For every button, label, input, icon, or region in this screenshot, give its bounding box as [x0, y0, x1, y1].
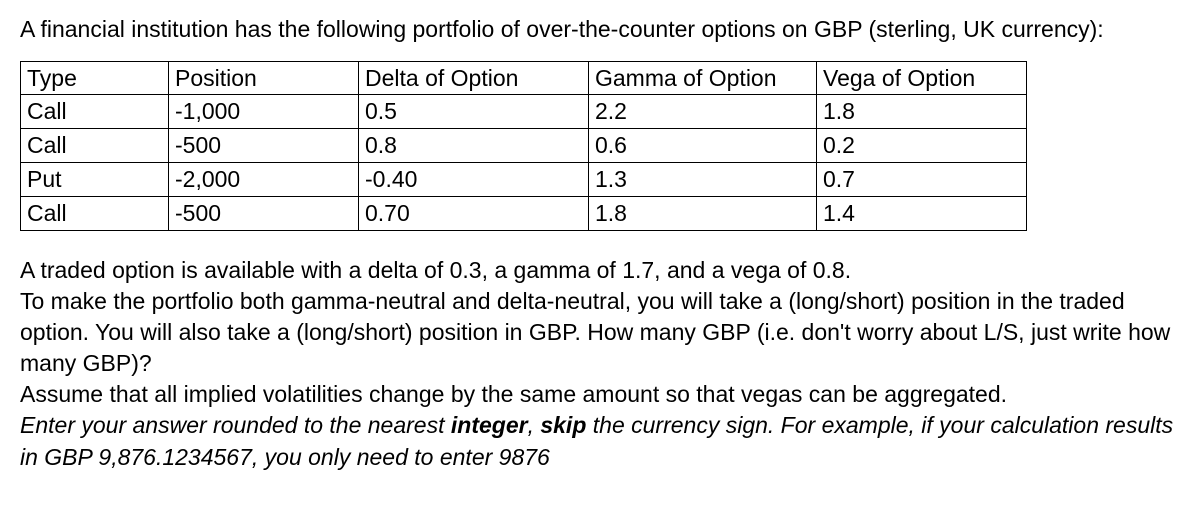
cell-type: Put [21, 163, 169, 197]
cell-gamma: 0.6 [589, 129, 817, 163]
instruction-italic-mid: , [528, 412, 541, 438]
col-header-position: Position [169, 62, 359, 95]
cell-gamma: 1.3 [589, 163, 817, 197]
cell-gamma: 1.8 [589, 197, 817, 231]
instruction-italic-pre: Enter your answer rounded to the nearest [20, 412, 451, 438]
table-header-row: Type Position Delta of Option Gamma of O… [21, 62, 1027, 95]
cell-type: Call [21, 95, 169, 129]
cell-vega: 0.7 [817, 163, 1027, 197]
table-row: Put -2,000 -0.40 1.3 0.7 [21, 163, 1027, 197]
cell-delta: 0.70 [359, 197, 589, 231]
instruction-bold-skip: skip [540, 412, 586, 438]
col-header-type: Type [21, 62, 169, 95]
cell-delta: 0.5 [359, 95, 589, 129]
cell-position: -500 [169, 129, 359, 163]
cell-vega: 0.2 [817, 129, 1027, 163]
cell-type: Call [21, 129, 169, 163]
col-header-gamma: Gamma of Option [589, 62, 817, 95]
cell-vega: 1.4 [817, 197, 1027, 231]
question-line-1: A traded option is available with a delt… [20, 257, 851, 283]
question-paragraph: A traded option is available with a delt… [20, 255, 1180, 472]
table-row: Call -1,000 0.5 2.2 1.8 [21, 95, 1027, 129]
cell-vega: 1.8 [817, 95, 1027, 129]
table-row: Call -500 0.8 0.6 0.2 [21, 129, 1027, 163]
options-table: Type Position Delta of Option Gamma of O… [20, 61, 1027, 231]
cell-position: -2,000 [169, 163, 359, 197]
cell-delta: 0.8 [359, 129, 589, 163]
cell-position: -1,000 [169, 95, 359, 129]
question-line-2: To make the portfolio both gamma-neutral… [20, 288, 1170, 376]
instruction-bold-integer: integer [451, 412, 528, 438]
col-header-vega: Vega of Option [817, 62, 1027, 95]
cell-type: Call [21, 197, 169, 231]
question-line-3: Assume that all implied volatilities cha… [20, 381, 1007, 407]
intro-paragraph: A financial institution has the followin… [20, 14, 1180, 45]
cell-delta: -0.40 [359, 163, 589, 197]
col-header-delta: Delta of Option [359, 62, 589, 95]
cell-gamma: 2.2 [589, 95, 817, 129]
table-row: Call -500 0.70 1.8 1.4 [21, 197, 1027, 231]
cell-position: -500 [169, 197, 359, 231]
